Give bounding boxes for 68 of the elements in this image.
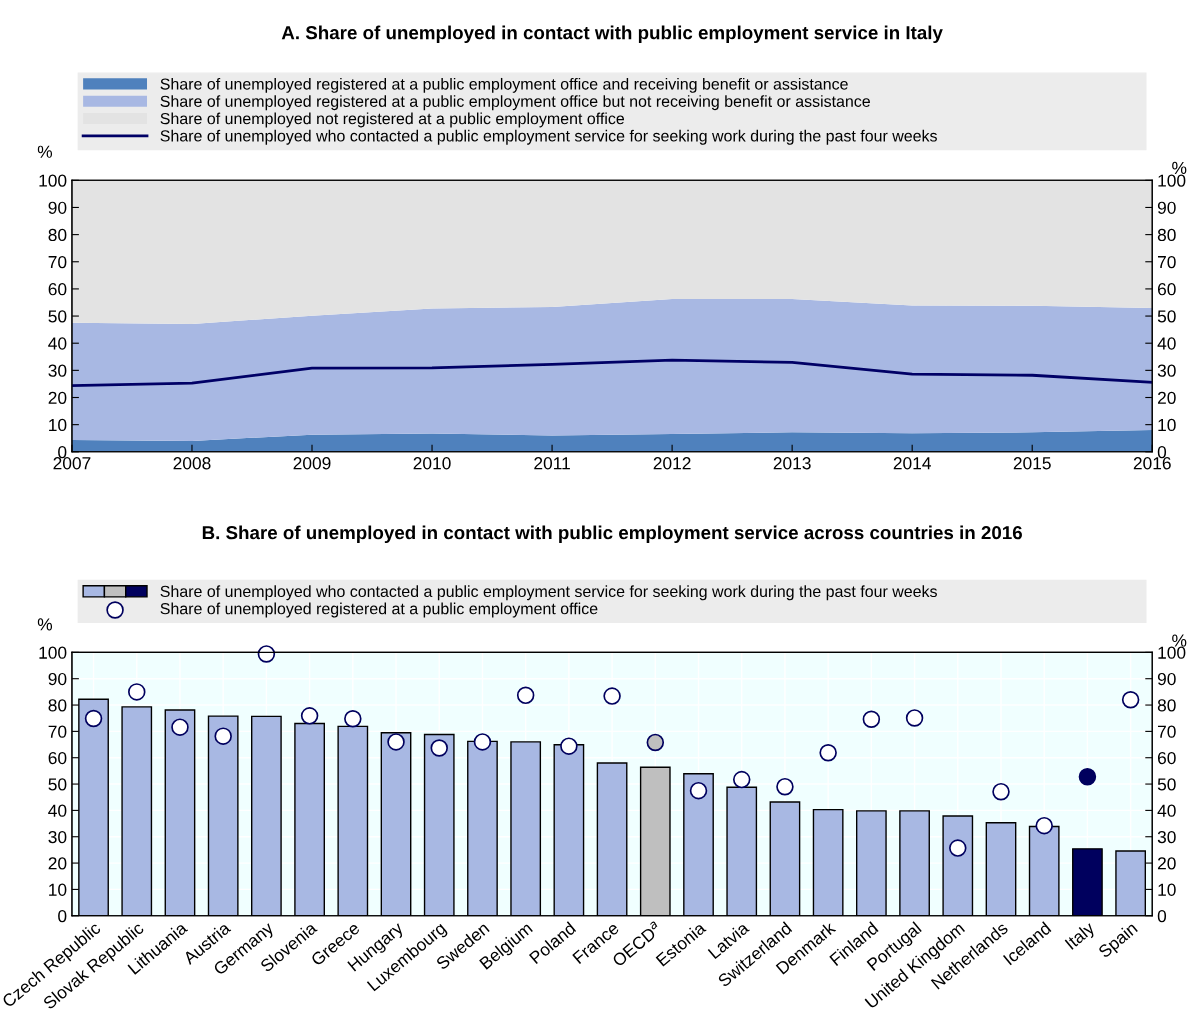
x-tick-label: 2010 — [413, 457, 451, 470]
y-tick-label: 60 — [48, 751, 67, 765]
y2-tick-label: 20 — [1157, 857, 1176, 870]
y2-tick-label: 0 — [1157, 909, 1167, 923]
legend-label: Share of unemployed registered at a public employment office and receiving benefit or assistance — [160, 77, 848, 93]
y-tick-label: 0 — [58, 445, 67, 459]
y2-tick-label: 70 — [1157, 725, 1176, 738]
legend-label: Share of unemployed registered at a public employment office but not receiving benefit or assistance — [160, 95, 870, 111]
x-tick-label: 2014 — [893, 457, 931, 470]
y2-tick-label: 10 — [1158, 883, 1176, 896]
y2-tick-label: 60 — [1157, 283, 1176, 296]
y-tick-label: 0 — [58, 909, 67, 923]
y-tick-label: 20 — [48, 391, 67, 404]
legend-label: Share of unemployed not registered at a public employment office — [160, 112, 625, 128]
x-tick-label: 2011 — [534, 457, 570, 470]
y-tick-label: 90 — [48, 201, 67, 214]
y-tick-label: 40 — [48, 337, 67, 350]
y2-tick-label: 10 — [1158, 418, 1176, 432]
y-axis-title: % — [37, 618, 53, 631]
y2-tick-label: 50 — [1157, 778, 1176, 791]
y2-tick-label: 100 — [1158, 174, 1186, 187]
x-tick-label: 2013 — [773, 457, 811, 470]
y2-tick-label: 90 — [1157, 672, 1176, 686]
y-tick-label: 30 — [48, 364, 67, 377]
y-tick-label: 20 — [48, 857, 67, 870]
x-tick-label: 2016 — [1133, 457, 1171, 470]
chart-title: B. Share of unemployed in contact with public employment service across countries in 2016 — [202, 525, 1022, 544]
y2-tick-label: 30 — [1157, 364, 1176, 377]
legend-label: Share of unemployed registered at a public employment office — [160, 602, 598, 618]
y2-tick-label: 60 — [1157, 751, 1176, 765]
y2-axis-title: % — [1172, 161, 1187, 174]
y-tick-label: 10 — [49, 883, 67, 896]
y2-tick-label: 80 — [1157, 699, 1176, 712]
x-tick-label: 2007 — [53, 457, 91, 470]
y-tick-label: 60 — [48, 283, 67, 296]
y-tick-label: 10 — [49, 418, 67, 432]
y-tick-label: 80 — [48, 228, 67, 242]
line-series — [71, 358, 1153, 387]
x-tick-label: 2009 — [293, 457, 331, 470]
y2-tick-label: 30 — [1157, 830, 1176, 844]
y-tick-label: 70 — [48, 725, 67, 738]
x-tick-label: 2015 — [1013, 457, 1051, 470]
y2-axis-title: % — [1172, 634, 1187, 647]
y-tick-label: 80 — [48, 699, 67, 712]
y-tick-label: 40 — [48, 804, 67, 817]
y-tick-label: 70 — [48, 255, 67, 269]
y-tick-label: 100 — [39, 646, 67, 659]
x-tick-label: 2012 — [653, 457, 691, 470]
chart-title: A. Share of unemployed in contact with public employment service in Italy — [281, 25, 943, 44]
y2-tick-label: 0 — [1157, 445, 1167, 459]
y2-tick-label: 90 — [1157, 201, 1176, 214]
y-tick-label: 50 — [48, 310, 67, 323]
y2-tick-label: 70 — [1157, 255, 1176, 269]
legend-label: Share of unemployed who contacted a public employment service for seeking work during the past four weeks — [160, 129, 937, 145]
x-tick-label: Italy — [1064, 920, 1098, 953]
y-tick-label: 50 — [48, 778, 67, 791]
y-tick-label: 90 — [48, 672, 67, 686]
legend-label: Share of unemployed who contacted a public employment service for seeking work during the past four weeks — [160, 585, 937, 601]
y2-tick-label: 100 — [1158, 646, 1186, 659]
y-tick-label: 30 — [48, 830, 67, 844]
y-tick-label: 100 — [39, 174, 67, 187]
y-axis-title: % — [37, 145, 53, 158]
y2-tick-label: 40 — [1157, 337, 1176, 350]
x-tick-label: 2008 — [173, 457, 211, 470]
y2-tick-label: 50 — [1157, 310, 1176, 323]
y2-tick-label: 40 — [1157, 804, 1176, 817]
y2-tick-label: 20 — [1157, 391, 1176, 404]
y2-tick-label: 80 — [1157, 228, 1176, 242]
